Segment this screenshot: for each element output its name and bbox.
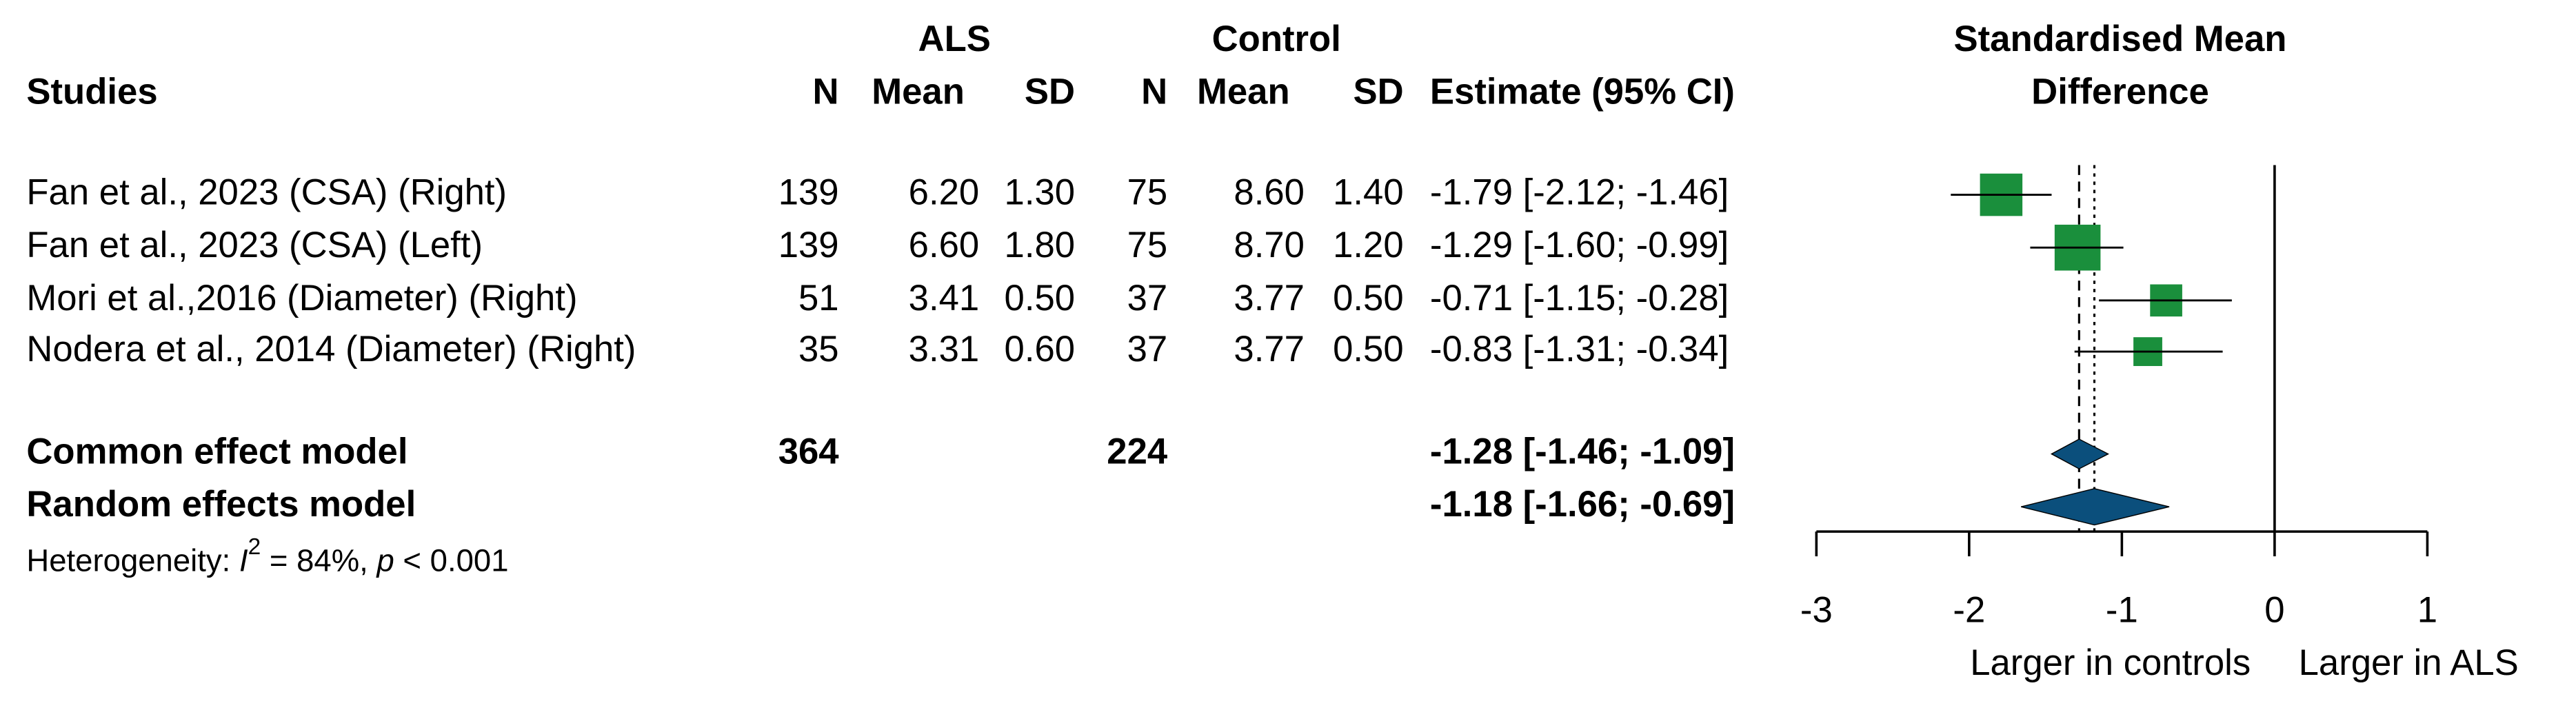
table-cell: 75 <box>1127 225 1168 265</box>
summary-label: Random effects model <box>26 484 416 525</box>
heterogeneity-part: = 84%, <box>261 543 376 578</box>
x-tick-label: -2 <box>1953 589 1985 630</box>
column-header: Studies <box>26 71 157 112</box>
column-header: N <box>1141 71 1167 112</box>
column-header: Estimate (95% CI) <box>1430 71 1735 112</box>
table-cell: 0.60 <box>1005 329 1076 369</box>
table-cell: 0.50 <box>1005 278 1076 318</box>
table-cell: 35 <box>798 329 839 369</box>
estimate-label: -0.83 [-1.31; -0.34] <box>1430 329 1729 369</box>
column-header: SD <box>1353 71 1403 112</box>
x-label: Larger in controls <box>1970 642 2251 683</box>
heterogeneity-part: Heterogeneity: <box>26 543 239 578</box>
table-cell: 6.20 <box>909 172 980 213</box>
study-name: Nodera et al., 2014 (Diameter) (Right) <box>26 329 636 369</box>
heterogeneity-part: 2 <box>248 534 261 560</box>
table-cell: 51 <box>798 278 839 318</box>
summary-label: Common effect model <box>26 431 407 471</box>
heterogeneity-part: p <box>375 543 394 578</box>
table-cell: 139 <box>778 172 839 213</box>
study-name: Fan et al., 2023 (CSA) (Right) <box>26 172 507 213</box>
table-cell: 6.60 <box>909 225 980 265</box>
summary-diamond <box>2020 488 2170 526</box>
table-cell: 75 <box>1127 172 1168 213</box>
x-tick-label: 0 <box>2264 589 2284 630</box>
x-label: Larger in ALS <box>2299 642 2519 683</box>
summary-estimate: -1.18 [-1.66; -0.69] <box>1430 484 1735 525</box>
table-cell: 139 <box>778 225 839 265</box>
table-cell: 8.60 <box>1234 172 1305 213</box>
column-header: Mean <box>1197 71 1290 112</box>
heterogeneity: Heterogeneity: I2 = 84%, p < 0.001 <box>26 534 508 578</box>
estimate-label: -1.79 [-2.12; -1.46] <box>1430 172 1729 213</box>
study-name: Mori et al.,2016 (Diameter) (Right) <box>26 278 577 318</box>
summary-n: 364 <box>778 431 840 471</box>
x-tick-label: -3 <box>1800 589 1833 630</box>
table-cell: 1.20 <box>1333 225 1404 265</box>
table-cell: 1.80 <box>1005 225 1076 265</box>
plot-title: Standardised Mean <box>1953 19 2286 59</box>
summary-n: 224 <box>1107 431 1168 471</box>
summary-estimate: -1.28 [-1.46; -1.09] <box>1430 431 1735 471</box>
table-cell: 3.77 <box>1234 278 1305 318</box>
table-cell: 37 <box>1127 329 1168 369</box>
column-header: SD <box>1025 71 1075 112</box>
plot-title: Difference <box>2031 71 2209 112</box>
table-cell: 8.70 <box>1234 225 1305 265</box>
table-cell: 3.41 <box>909 278 980 318</box>
summary-diamond <box>2050 438 2110 469</box>
heterogeneity-part: I <box>239 543 248 578</box>
group-header: ALS <box>918 19 991 59</box>
table-cell: 1.40 <box>1333 172 1404 213</box>
column-header: Mean <box>872 71 965 112</box>
estimate-label: -0.71 [-1.15; -0.28] <box>1430 278 1729 318</box>
x-tick-label: 1 <box>2417 589 2437 630</box>
heterogeneity-part: < 0.001 <box>394 543 509 578</box>
table-cell: 3.77 <box>1234 329 1305 369</box>
table-cell: 37 <box>1127 278 1168 318</box>
table-cell: 3.31 <box>909 329 980 369</box>
table-cell: 0.50 <box>1333 278 1404 318</box>
study-name: Fan et al., 2023 (CSA) (Left) <box>26 225 483 265</box>
group-header: Control <box>1212 19 1341 59</box>
table-cell: 1.30 <box>1005 172 1076 213</box>
x-tick-label: -1 <box>2106 589 2138 630</box>
table-cell: 0.50 <box>1333 329 1404 369</box>
column-header: N <box>813 71 839 112</box>
estimate-label: -1.29 [-1.60; -0.99] <box>1430 225 1729 265</box>
